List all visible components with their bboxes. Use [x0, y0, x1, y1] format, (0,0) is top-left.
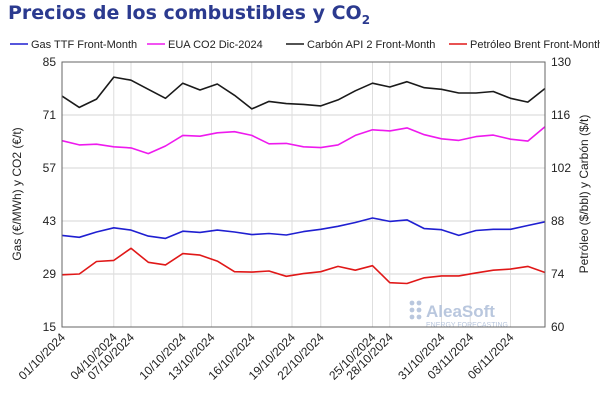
y-tick-label-right: 102 — [551, 161, 571, 175]
y-tick-label-right: 116 — [551, 108, 570, 122]
y-axis-right-ticks: 60 74 88 102 116 130 — [551, 55, 571, 334]
watermark-tagline: ENERGY FORECASTING — [426, 322, 508, 329]
y-tick-label-left: 43 — [43, 214, 57, 228]
legend-label-eua-co2-dic-2024: EUA CO2 Dic-2024 — [168, 39, 263, 51]
x-tick-label: 01/10/2024 — [16, 330, 69, 383]
y-tick-label-right: 60 — [551, 320, 565, 334]
y-tick-label-left: 29 — [43, 267, 57, 281]
y-tick-label-left: 15 — [43, 320, 57, 334]
legend: Gas TTF Front-Month EUA CO2 Dic-2024 Carbó… — [10, 39, 600, 51]
series-line-gas-ttf-front-month — [61, 217, 546, 240]
y-tick-label-left: 85 — [43, 55, 57, 69]
y-tick-label-right: 130 — [551, 55, 571, 69]
aleasoft-logo-icon — [409, 300, 422, 320]
y-tick-label-right: 88 — [551, 214, 565, 228]
series-layer — [61, 76, 546, 285]
grid — [61, 61, 545, 328]
y-axis-left-label: Gas (€/MWh) y CO2 (€/t) — [10, 127, 24, 260]
series-line-petroleo-brent-front-month — [61, 247, 546, 285]
watermark-logo: AleaSoft ENERGY FORECASTING — [409, 300, 508, 329]
legend-label-gas-ttf-front-month: Gas TTF Front-Month — [31, 39, 137, 51]
legend-label-petroleo-brent-front-month: Petróleo Brent Front-Month — [470, 39, 600, 51]
y-tick-label-left: 57 — [43, 161, 57, 175]
chart-title: Precios de los combustibles y CO2 — [8, 2, 371, 27]
watermark-brand: AleaSoft — [426, 302, 495, 321]
legend-label-carbon-api-2-front-month: Carbón API 2 Front-Month — [307, 39, 435, 51]
y-tick-label-right: 74 — [551, 267, 565, 281]
plot-frame — [61, 61, 546, 328]
series-line-eua-co2-dic-2024 — [61, 126, 546, 155]
y-tick-label-left: 71 — [43, 108, 57, 122]
series-line-carbon-api-2-front-month — [61, 76, 546, 110]
y-axis-left-ticks: 15 29 43 57 71 85 — [43, 55, 57, 334]
y-axis-right-label: Petróleo ($/bbl) y Carbón ($/t) — [577, 115, 591, 274]
